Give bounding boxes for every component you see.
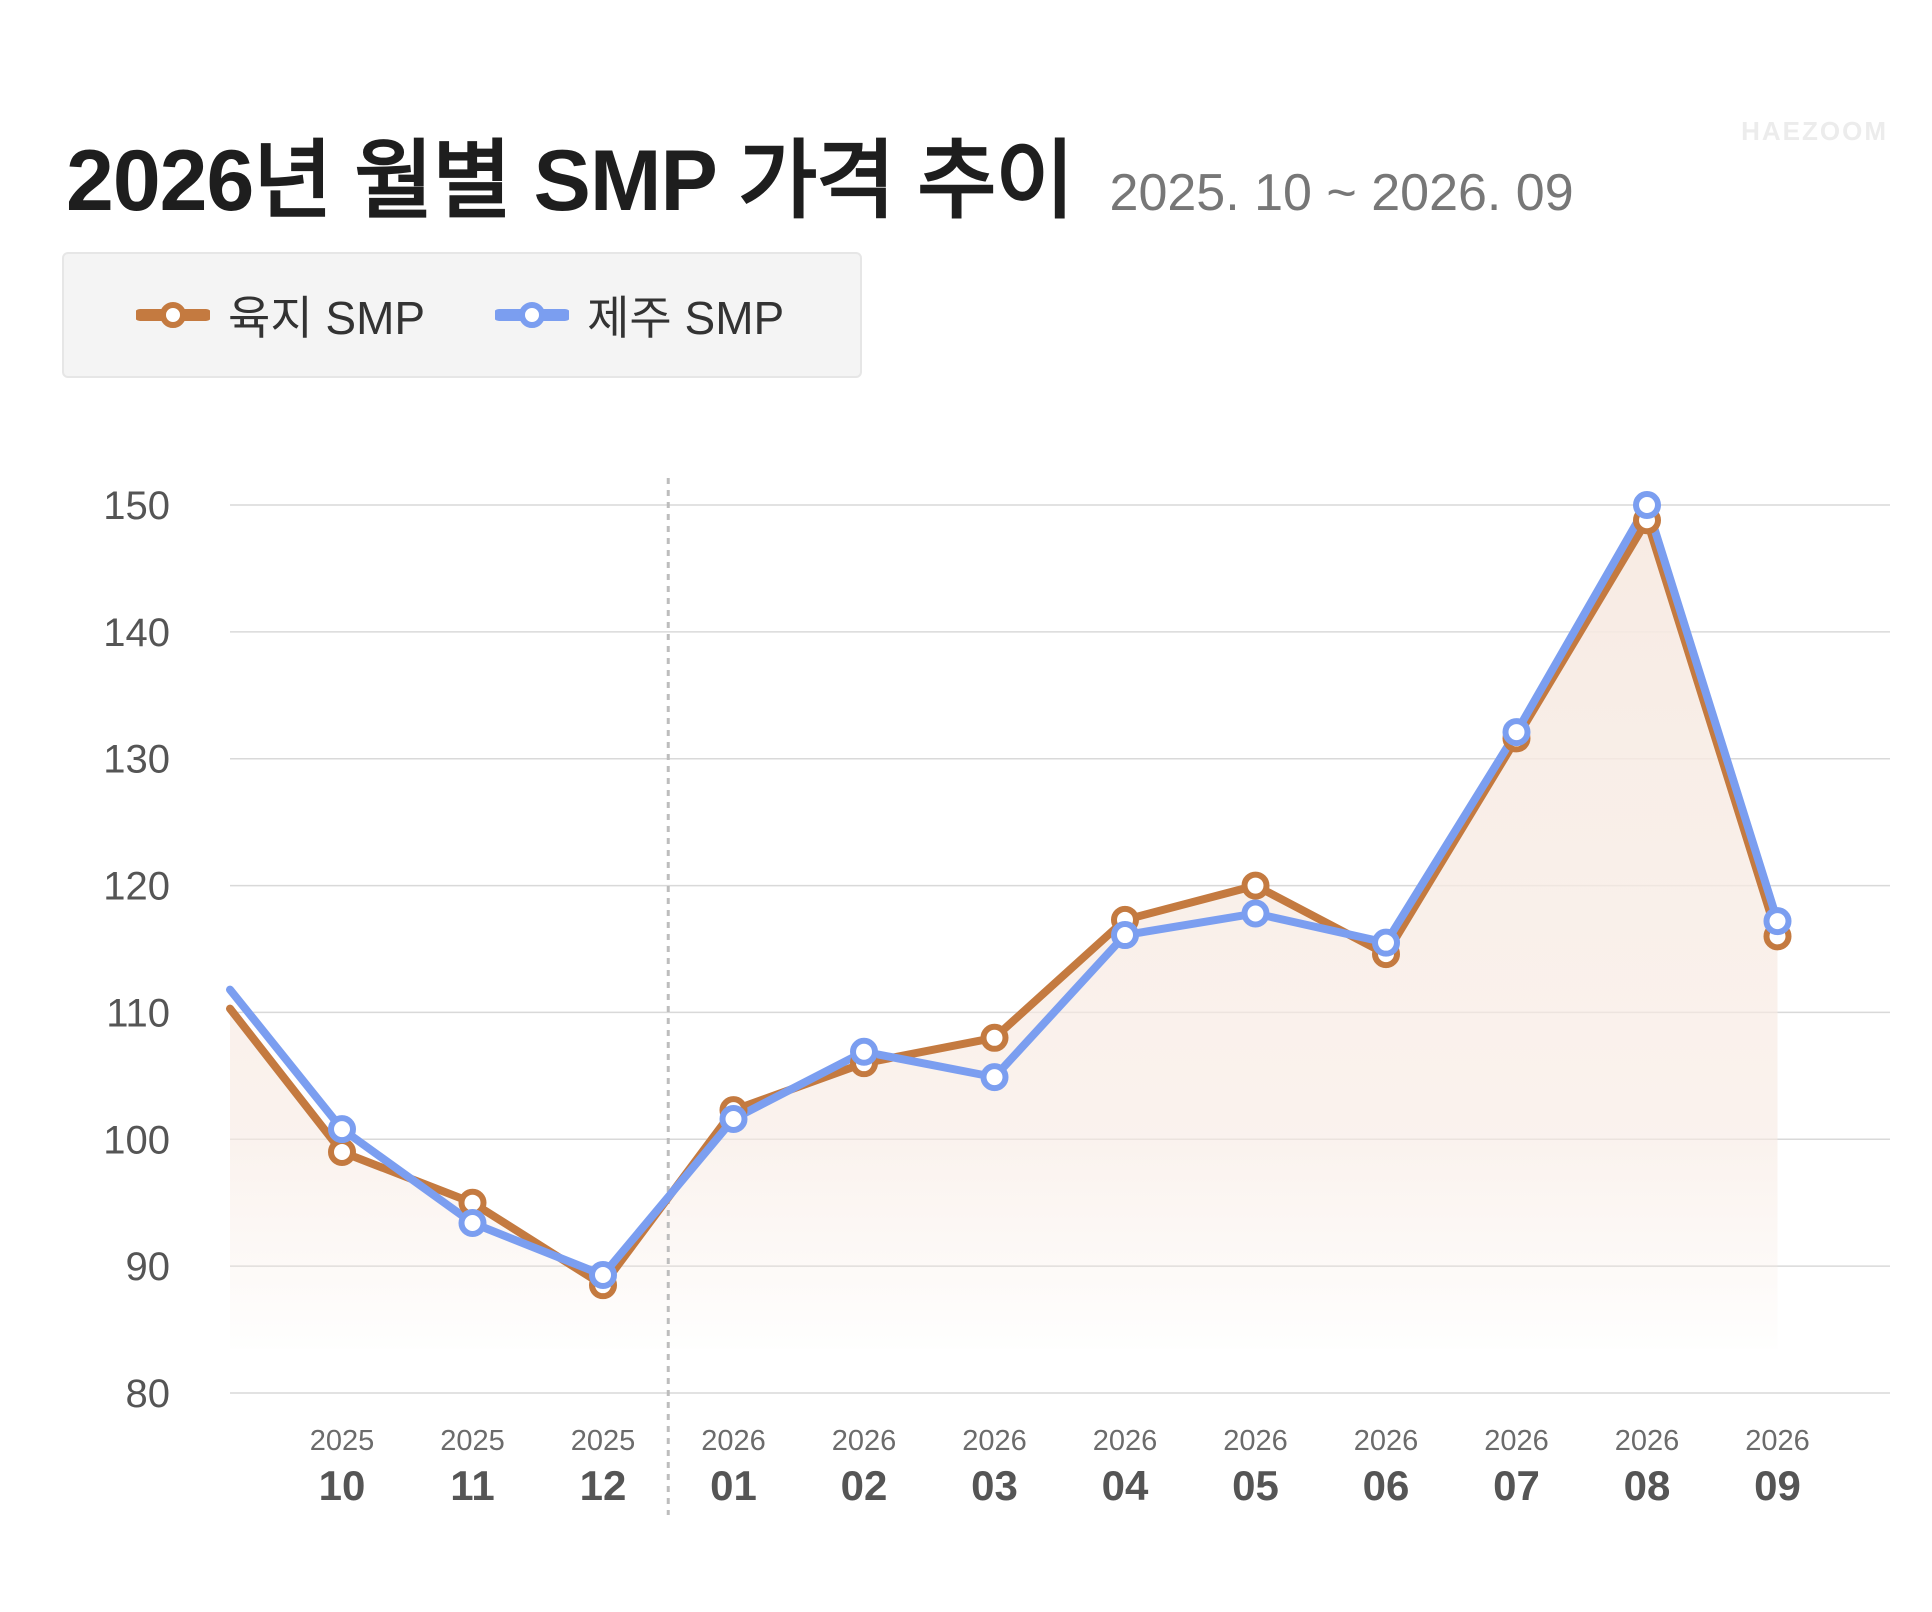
x-tick-year: 2025 [440, 1425, 505, 1457]
series-points [328, 491, 1792, 1300]
x-tick-month: 04 [1102, 1462, 1149, 1509]
x-tick-month: 12 [580, 1462, 627, 1509]
watermark-logo: HAEZOOM [1741, 116, 1888, 146]
x-tick-month: 08 [1624, 1462, 1671, 1509]
y-tick-label: 80 [126, 1372, 171, 1416]
x-tick-year: 2026 [962, 1425, 1027, 1457]
x-tick-month: 11 [450, 1462, 494, 1509]
point-jeju-09 [1763, 907, 1792, 936]
y-tick-label: 100 [103, 1118, 170, 1162]
point-jeju-04 [1111, 921, 1139, 950]
point-jeju-10 [328, 1115, 356, 1144]
x-tick-month: 10 [319, 1462, 366, 1509]
x-tick-year: 2026 [832, 1425, 897, 1457]
jeju-line-marker-icon [495, 302, 570, 328]
title-row: 2026년 월별 SMP 가격 추이 2025. 10 ~ 2026. 09 [66, 110, 1574, 235]
legend: 육지 SMP 제주 SMP [62, 252, 862, 378]
area-fill [230, 520, 1778, 1349]
x-axis-ticks: 2025 10 2025 11 2025 12 2026 01 2026 02 2026 03 2026… [310, 1425, 1810, 1509]
x-tick-year: 2026 [1745, 1425, 1810, 1457]
point-mainland-05 [1241, 871, 1270, 900]
point-jeju-12 [589, 1261, 617, 1290]
point-jeju-06 [1372, 928, 1400, 957]
x-tick-month: 03 [971, 1462, 1018, 1509]
point-jeju-01 [719, 1104, 748, 1133]
point-jeju-11 [458, 1209, 487, 1238]
x-tick-year: 2026 [1223, 1425, 1288, 1457]
x-tick-year: 2026 [1354, 1425, 1419, 1457]
chart-title: 2026년 월별 SMP 가격 추이 [66, 133, 1075, 229]
point-jeju-03 [980, 1063, 1009, 1092]
y-tick-label: 150 [103, 484, 170, 528]
x-tick-month: 06 [1363, 1462, 1410, 1509]
y-tick-label: 120 [103, 865, 170, 909]
legend-label-mainland: 육지 SMP [228, 292, 426, 344]
x-tick-month: 02 [841, 1462, 888, 1509]
x-tick-year: 2025 [571, 1425, 636, 1457]
point-jeju-08 [1633, 491, 1661, 519]
point-mainland-03 [980, 1023, 1009, 1052]
mainland-line-marker-icon [136, 302, 210, 328]
legend-item-mainland: 육지 SMP [136, 282, 425, 348]
chart-subtitle: 2025. 10 ~ 2026. 09 [1109, 164, 1574, 222]
y-tick-label: 110 [106, 991, 170, 1035]
x-tick-year: 2026 [701, 1425, 766, 1457]
point-mainland-10 [328, 1137, 356, 1166]
x-tick-year: 2026 [1093, 1425, 1158, 1457]
x-tick-month: 01 [710, 1462, 757, 1509]
point-jeju-05 [1241, 899, 1270, 928]
x-tick-month: 07 [1493, 1462, 1540, 1509]
y-tick-label: 130 [103, 738, 170, 782]
x-tick-year: 2026 [1484, 1425, 1549, 1457]
y-tick-label: 140 [103, 611, 170, 655]
legend-label-jeju: 제주 SMP [587, 292, 785, 344]
area-mainland [230, 520, 1778, 1349]
x-tick-year: 2026 [1615, 1425, 1680, 1457]
y-tick-label: 90 [126, 1245, 171, 1289]
y-axis-ticks: 80 90 100 110 120 130 140 150 [103, 484, 170, 1416]
x-tick-month: 09 [1754, 1462, 1801, 1509]
point-jeju-07 [1502, 718, 1531, 747]
point-jeju-02 [850, 1037, 878, 1066]
x-tick-year: 2025 [310, 1425, 375, 1457]
legend-item-jeju: 제주 SMP [495, 282, 784, 348]
x-tick-month: 05 [1232, 1462, 1279, 1509]
